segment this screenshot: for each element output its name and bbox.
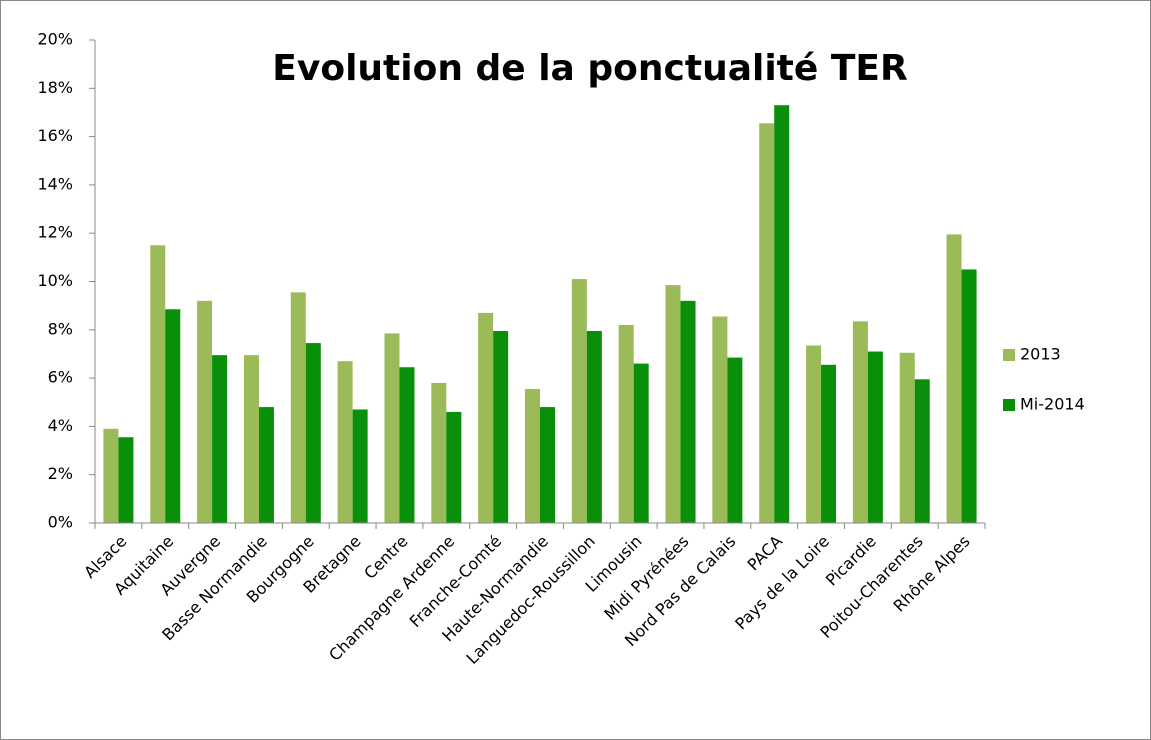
bar [946, 234, 962, 523]
bar [399, 367, 415, 523]
bar [914, 379, 930, 523]
bar [103, 428, 119, 523]
bar [774, 105, 790, 523]
bar [727, 357, 743, 523]
bar [759, 123, 775, 523]
bar [633, 363, 649, 523]
bar [961, 269, 977, 523]
bar [712, 316, 728, 523]
bar [337, 361, 353, 523]
y-tick-label: 10% [37, 271, 73, 290]
bar [197, 300, 213, 523]
bar [867, 351, 883, 523]
legend-swatch [1003, 399, 1015, 411]
bar [478, 312, 494, 523]
y-tick-label: 18% [37, 78, 73, 97]
bar [352, 409, 368, 523]
y-tick-label: 2% [48, 464, 73, 483]
legend-swatch [1003, 349, 1015, 361]
y-tick-label: 6% [48, 368, 73, 387]
bar [150, 245, 166, 523]
bar [586, 331, 602, 523]
bar [665, 285, 681, 523]
bar [806, 345, 822, 523]
bar [852, 321, 868, 523]
bar [618, 324, 634, 523]
legend-label: 2013 [1020, 345, 1061, 364]
bar [258, 407, 274, 523]
legend-label: Mi-2014 [1020, 395, 1085, 414]
bar [290, 292, 306, 523]
bar [305, 343, 321, 523]
chart-title: Evolution de la ponctualité TER [272, 48, 907, 89]
y-tick-label: 8% [48, 319, 73, 338]
y-tick-label: 0% [48, 513, 73, 532]
bar [212, 355, 228, 523]
y-tick-label: 20% [37, 30, 73, 49]
bar [446, 411, 462, 523]
y-tick-label: 4% [48, 416, 73, 435]
y-tick-label: 14% [37, 174, 73, 193]
bar [540, 407, 555, 523]
y-tick-label: 12% [37, 223, 73, 242]
bar [243, 355, 259, 523]
bar [525, 388, 540, 523]
bar [118, 437, 134, 523]
bar [165, 309, 181, 523]
bar [571, 279, 587, 523]
bar [493, 331, 509, 523]
y-tick-label: 16% [37, 126, 73, 145]
bar [680, 300, 696, 523]
bar [821, 364, 837, 523]
bar [899, 352, 915, 523]
bar [431, 382, 447, 523]
bar [384, 333, 400, 523]
